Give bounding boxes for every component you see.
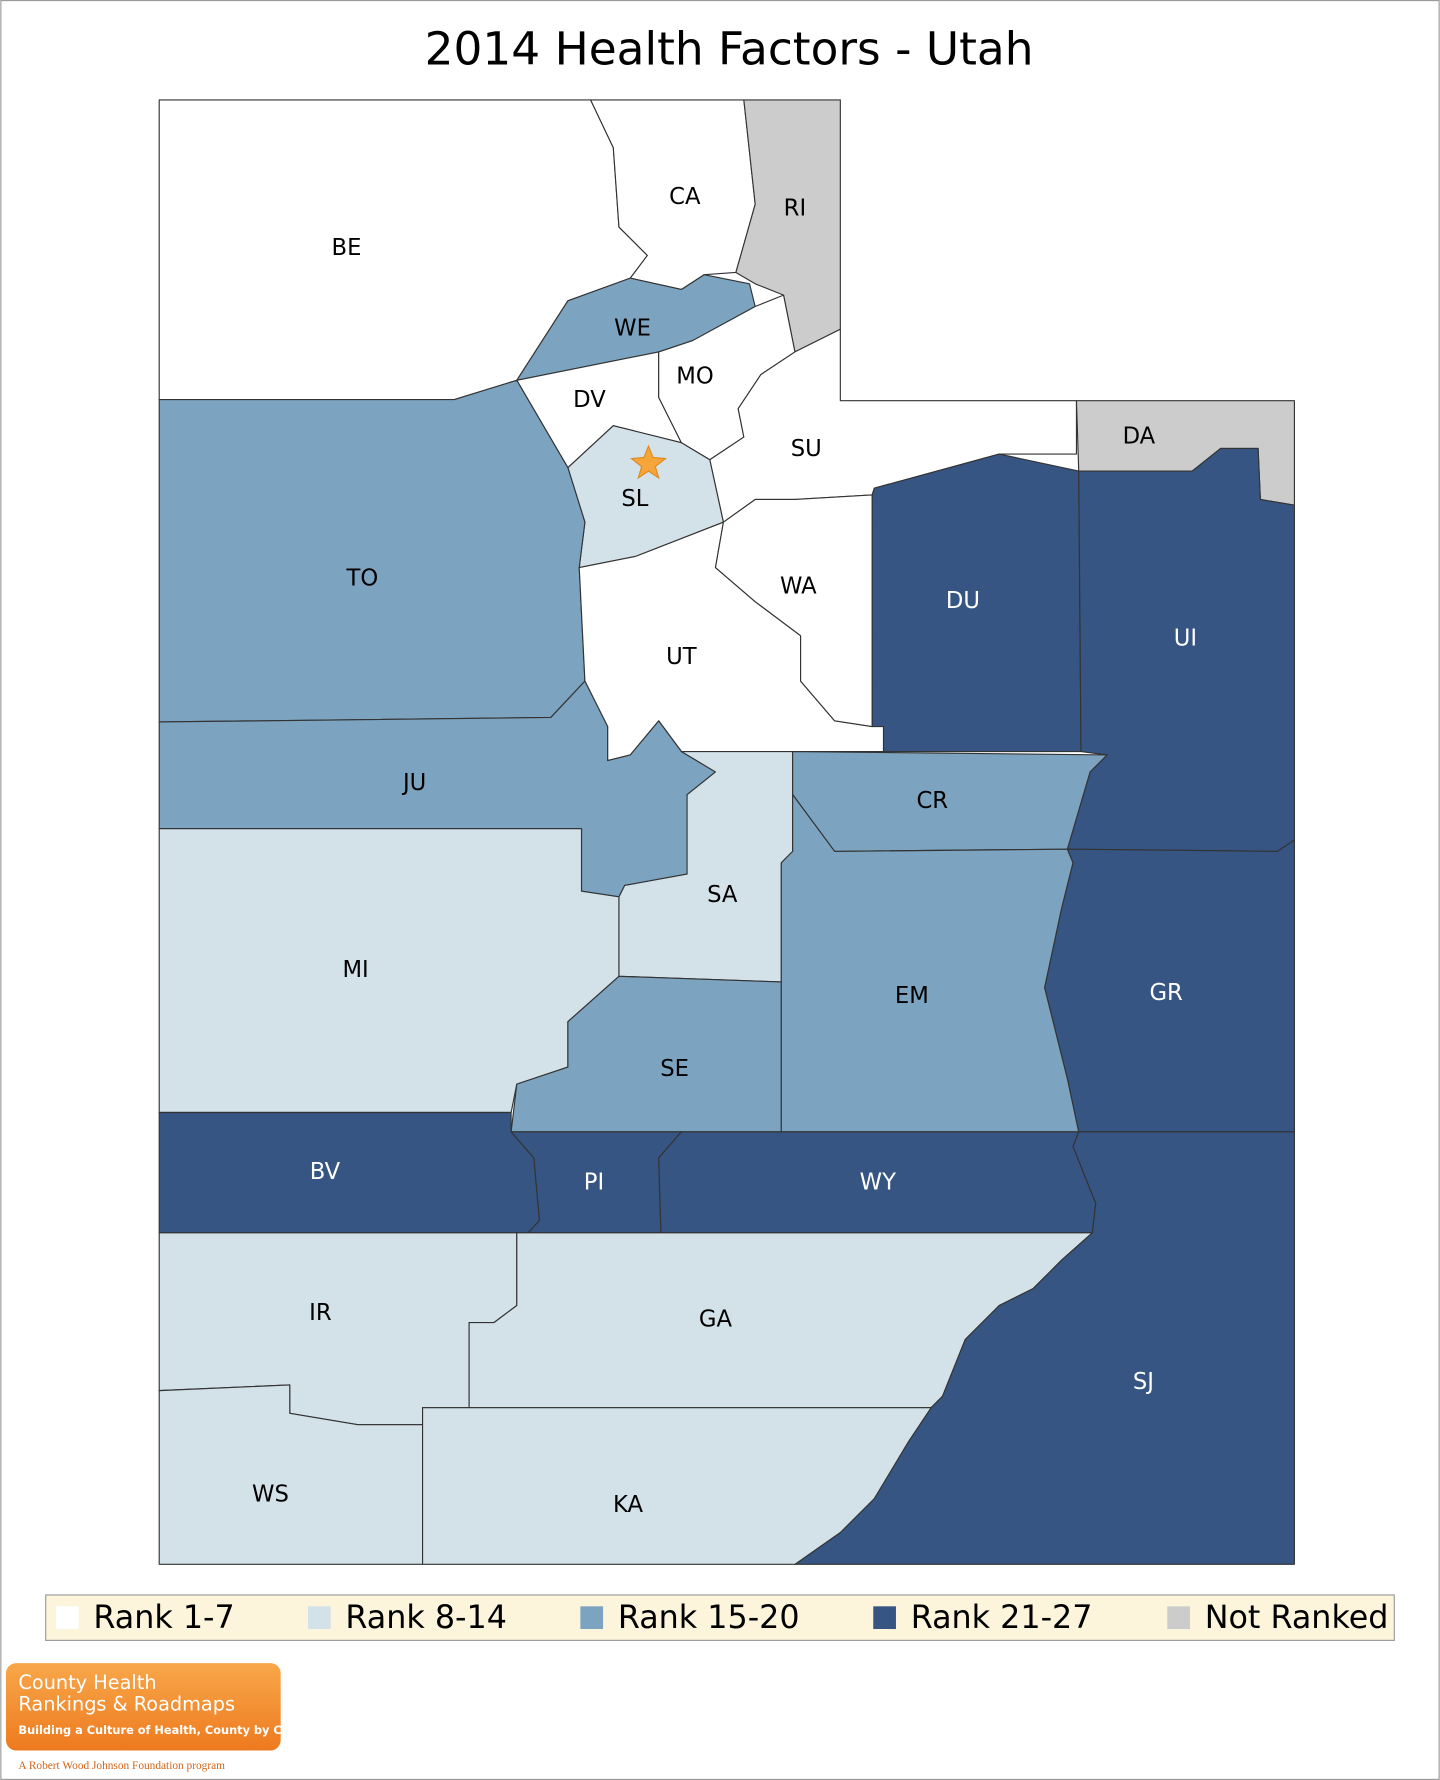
county-shape: [158, 1384, 424, 1565]
map-title: 2014 Health Factors - Utah: [425, 23, 1034, 76]
county-shape: [158, 379, 586, 723]
legend-label: Rank 15-20: [618, 1600, 800, 1636]
county-shape: [1044, 839, 1295, 1133]
logo-program: A Robert Wood Johnson Foundation program: [18, 1760, 225, 1772]
county-label: CA: [669, 184, 701, 210]
county-label: GA: [699, 1307, 733, 1333]
county-label: DU: [946, 588, 980, 614]
county-label: EM: [895, 983, 929, 1009]
county-label: WS: [252, 1482, 289, 1508]
county-label: KA: [613, 1492, 643, 1518]
legend-swatch: [1167, 1606, 1190, 1630]
county-shape: [794, 1131, 1295, 1565]
county-label: PI: [584, 1169, 604, 1195]
county-shape: [158, 1111, 541, 1234]
county-label: SL: [621, 486, 648, 512]
county-label: UT: [666, 644, 697, 670]
county-label: GR: [1149, 980, 1183, 1006]
county-layer: BE CA RI WE DV MO SU DA DU UI SL TO UT WA JU MI SA SE CR EM…: [158, 99, 1295, 1565]
logo-tagline: Building a Culture of Health, County by …: [18, 1723, 319, 1737]
county-label: WA: [780, 573, 817, 599]
county-label: WE: [614, 316, 651, 342]
legend: Rank 1-7 Rank 8-14 Rank 15-20 Rank 21-27 Not…: [55, 1600, 1389, 1636]
county-label: MI: [342, 957, 368, 983]
county-label: CR: [916, 788, 948, 814]
legend-swatch: [873, 1606, 896, 1630]
legend-label: Rank 21-27: [911, 1600, 1093, 1636]
county-label: WY: [860, 1169, 896, 1195]
logo-line: County Health: [18, 1671, 156, 1694]
legend-label: Not Ranked: [1205, 1600, 1389, 1636]
county-label: DA: [1123, 424, 1156, 450]
county-label: RI: [784, 195, 806, 221]
legend-swatch: [307, 1606, 331, 1630]
legend-label: Rank 8-14: [345, 1600, 507, 1636]
county-shape: [422, 1407, 932, 1565]
county-shape: [158, 828, 620, 1114]
county-label: BV: [310, 1159, 341, 1185]
county-label: TO: [346, 565, 379, 591]
county-label: MO: [676, 363, 713, 389]
county-label: SJ: [1133, 1369, 1154, 1395]
county-label: DV: [573, 387, 606, 413]
logo-line: Rankings & Roadmaps: [18, 1693, 235, 1716]
legend-label: Rank 1-7: [93, 1600, 234, 1636]
county-label: SU: [791, 436, 822, 462]
county-label: SA: [707, 882, 738, 908]
logo-badge: [5, 1663, 281, 1751]
legend-swatch: [55, 1606, 79, 1630]
county-label: BE: [332, 235, 362, 261]
county-shape: [792, 750, 1108, 852]
county-label: JU: [401, 770, 426, 796]
county-label: IR: [309, 1300, 332, 1326]
legend-swatch: [580, 1606, 604, 1630]
county-label: UI: [1174, 626, 1197, 652]
county-shape: [714, 494, 873, 728]
county-label: SE: [660, 1056, 689, 1082]
capital-star: [629, 444, 667, 480]
